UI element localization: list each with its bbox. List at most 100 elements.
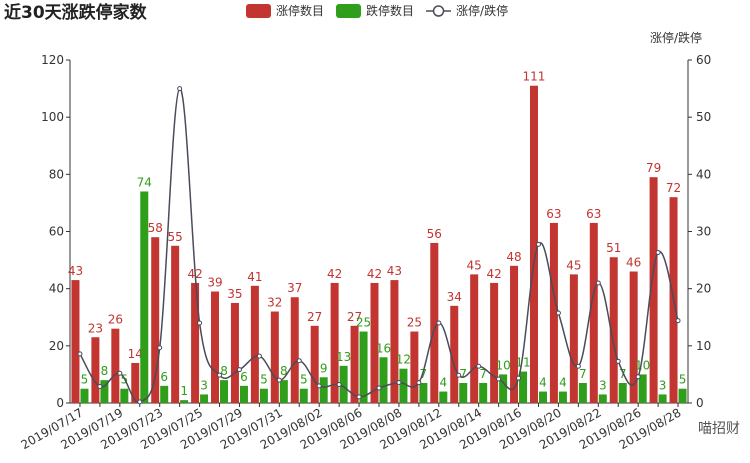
data-label: 10 <box>635 358 650 372</box>
data-label: 55 <box>168 230 183 244</box>
data-label: 8 <box>220 364 228 378</box>
data-label: 5 <box>81 373 89 387</box>
bar <box>250 285 259 403</box>
line-point <box>157 345 163 351</box>
data-label: 63 <box>546 207 561 221</box>
data-label: 34 <box>447 290 462 304</box>
bar <box>131 362 140 403</box>
line-point <box>177 86 183 92</box>
data-label: 9 <box>320 361 328 375</box>
bar <box>629 271 638 403</box>
y2-tick-label: 20 <box>696 282 711 296</box>
bar <box>200 394 209 403</box>
data-label: 12 <box>396 353 411 367</box>
bar <box>510 265 519 403</box>
bar <box>678 388 687 403</box>
data-label: 5 <box>300 373 308 387</box>
bar <box>359 331 368 403</box>
bar <box>220 380 229 403</box>
bar <box>470 274 479 403</box>
bar <box>499 374 508 403</box>
line-point <box>256 353 262 359</box>
bar <box>151 237 160 403</box>
bar <box>618 382 627 403</box>
data-label: 27 <box>347 310 362 324</box>
data-label: 8 <box>101 364 109 378</box>
y2-tick-label: 30 <box>696 225 711 239</box>
bar <box>519 371 528 403</box>
y2-tick-label: 40 <box>696 167 711 181</box>
data-label: 6 <box>240 370 248 384</box>
data-label: 42 <box>367 267 382 281</box>
y2-tick-label: 10 <box>696 339 711 353</box>
data-label: 3 <box>659 378 667 392</box>
data-label: 43 <box>68 264 83 278</box>
line-point <box>436 320 442 326</box>
y-tick-label: 20 <box>49 339 64 353</box>
data-label: 16 <box>376 341 391 355</box>
data-label: 45 <box>467 258 482 272</box>
bar <box>479 382 488 403</box>
data-label: 4 <box>559 376 567 390</box>
legend-swatch <box>336 4 362 18</box>
data-label: 1 <box>180 384 188 398</box>
bar <box>430 242 439 403</box>
line-point <box>316 383 322 389</box>
y-tick-label: 60 <box>49 225 64 239</box>
data-label: 41 <box>247 270 262 284</box>
bar <box>319 377 328 403</box>
line-point <box>575 363 581 369</box>
legend-swatch <box>432 5 445 17</box>
line-point <box>396 380 402 386</box>
ratio-line <box>79 87 679 403</box>
data-label: 11 <box>515 356 530 370</box>
data-label: 35 <box>227 287 242 301</box>
watermark: 喵招财 <box>698 421 740 437</box>
data-label: 26 <box>108 313 123 327</box>
bar <box>450 305 459 403</box>
line-point <box>117 370 123 376</box>
bar <box>191 282 200 403</box>
data-label: 7 <box>420 367 428 381</box>
bar <box>569 274 578 403</box>
bar <box>439 391 448 403</box>
bar <box>120 388 129 403</box>
data-label: 8 <box>280 364 288 378</box>
bar <box>211 291 220 403</box>
data-label: 63 <box>586 207 601 221</box>
data-label: 10 <box>495 358 510 372</box>
data-label: 3 <box>599 378 607 392</box>
line-point <box>555 310 561 316</box>
bar <box>609 257 618 403</box>
legend-swatch <box>246 4 271 18</box>
data-label: 7 <box>619 367 627 381</box>
data-label: 111 <box>523 70 546 84</box>
data-label: 79 <box>646 161 661 175</box>
bar <box>649 177 658 403</box>
bar <box>549 222 558 403</box>
bar <box>658 394 667 403</box>
line-point <box>655 249 661 255</box>
line-point <box>615 358 621 364</box>
line-point <box>476 363 482 369</box>
bar <box>270 311 279 403</box>
line-point <box>456 372 462 378</box>
bar <box>529 85 538 403</box>
line-point <box>595 280 601 286</box>
data-label: 6 <box>160 370 168 384</box>
bar <box>578 382 587 403</box>
line-point <box>217 372 223 378</box>
data-label: 72 <box>666 181 681 195</box>
data-label: 43 <box>387 264 402 278</box>
line-point <box>635 374 641 380</box>
line-point <box>236 367 242 373</box>
bar <box>171 245 180 403</box>
line-point <box>675 318 681 324</box>
bar <box>91 337 100 403</box>
line-point <box>416 380 422 386</box>
bar <box>290 297 299 403</box>
bar <box>538 391 547 403</box>
bar <box>330 282 339 403</box>
y2-axis-label: 涨停/跌停 <box>650 30 702 45</box>
